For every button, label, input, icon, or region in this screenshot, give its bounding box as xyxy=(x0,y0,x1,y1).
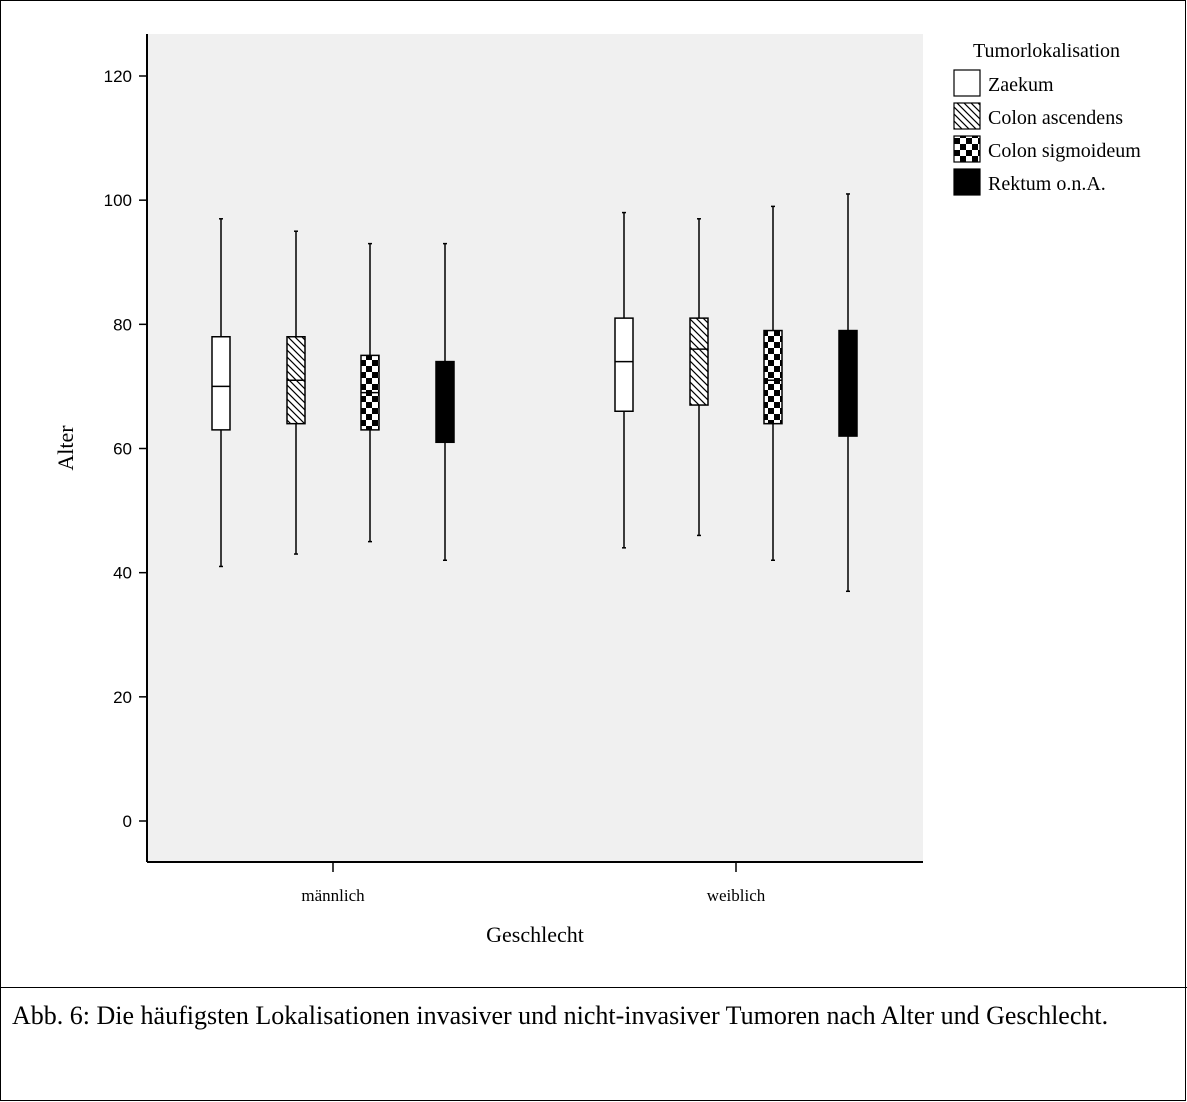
box-colon-ascendens-1 xyxy=(689,218,709,537)
legend: Tumorlokalisation Zaekum Colon ascendens C… xyxy=(953,40,1141,196)
figure-caption: Abb. 6: Die häufigsten Lokalisationen in… xyxy=(12,1001,1109,1030)
caption-divider xyxy=(0,987,1187,988)
y-tick-label: 100 xyxy=(104,191,132,210)
legend-title: Tumorlokalisation xyxy=(973,40,1120,62)
x-axis-ticks: männlich weiblich xyxy=(301,862,766,905)
box-body xyxy=(689,317,709,406)
y-tick-label: 40 xyxy=(113,564,132,583)
legend-swatch xyxy=(953,168,981,196)
x-tick-label: männlich xyxy=(301,886,365,905)
x-axis-label: Geschlecht xyxy=(486,922,584,947)
box-body xyxy=(435,360,455,444)
box-colon-sigmoideum-1 xyxy=(763,205,783,561)
legend-label: Colon sigmoideum xyxy=(988,140,1141,162)
y-tick-label: 80 xyxy=(113,315,132,334)
x-tick-label: weiblich xyxy=(707,886,766,905)
box-body xyxy=(838,329,858,437)
boxplot-chart: 0 20 40 60 80 100 120 männlich weiblich Alter G… xyxy=(53,34,1141,947)
legend-label: Colon ascendens xyxy=(988,107,1123,129)
legend-swatch xyxy=(953,69,981,97)
box-rektum-o-n-a--1 xyxy=(838,193,858,593)
legend-label: Rektum o.n.A. xyxy=(988,173,1106,195)
legend-swatch xyxy=(953,135,981,163)
plot-area xyxy=(147,34,923,862)
box-rektum-o-n-a--0 xyxy=(435,242,455,561)
y-tick-label: 120 xyxy=(104,67,132,86)
box-body xyxy=(763,329,783,425)
legend-label: Zaekum xyxy=(988,74,1054,96)
box-colon-sigmoideum-0 xyxy=(360,242,380,543)
box-series xyxy=(211,193,858,593)
y-tick-label: 0 xyxy=(123,812,132,831)
box-zaekum-0 xyxy=(211,218,231,568)
box-colon-ascendens-0 xyxy=(286,230,306,555)
y-tick-label: 20 xyxy=(113,688,132,707)
y-axis-ticks: 0 20 40 60 80 100 120 xyxy=(104,67,147,831)
box-body xyxy=(614,317,634,412)
y-tick-label: 60 xyxy=(113,440,132,459)
box-body xyxy=(211,336,231,431)
legend-swatch xyxy=(953,102,981,130)
y-axis-label: Alter xyxy=(53,425,78,471)
box-zaekum-1 xyxy=(614,211,634,549)
